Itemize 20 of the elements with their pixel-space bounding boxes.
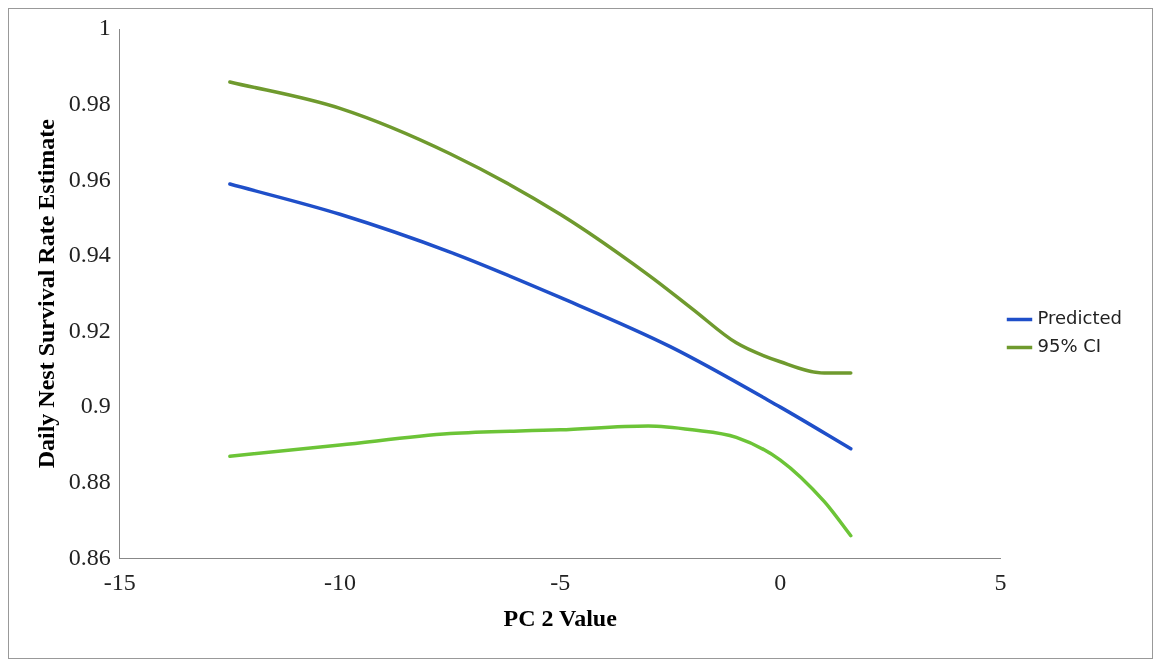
x-axis-title: PC 2 Value <box>503 604 618 631</box>
x-tick-label: 5 <box>994 569 1007 596</box>
line-series <box>228 424 853 538</box>
y-tick-label: 1 <box>98 14 111 41</box>
y-tick-label: 0.98 <box>68 89 111 116</box>
y-tick-label: 0.96 <box>68 165 111 192</box>
x-tick-label: -10 <box>323 569 356 596</box>
y-axis-title: Daily Nest Survival Rate Estimate <box>32 118 59 469</box>
y-tick-label: 0.94 <box>68 241 111 268</box>
y-tick-label: 0.86 <box>68 543 111 570</box>
x-tick-label: -5 <box>550 569 571 596</box>
y-tick-label: 0.92 <box>68 316 111 343</box>
x-tick-label: -15 <box>103 569 136 596</box>
legend-label: Predicted <box>1037 307 1122 329</box>
y-tick-label: 0.88 <box>68 468 111 495</box>
line-series <box>228 182 853 451</box>
x-tick-label: 0 <box>774 569 787 596</box>
legend-label: 95% CI <box>1037 335 1102 357</box>
y-tick-label: 0.9 <box>80 392 111 419</box>
line-series <box>228 80 853 375</box>
